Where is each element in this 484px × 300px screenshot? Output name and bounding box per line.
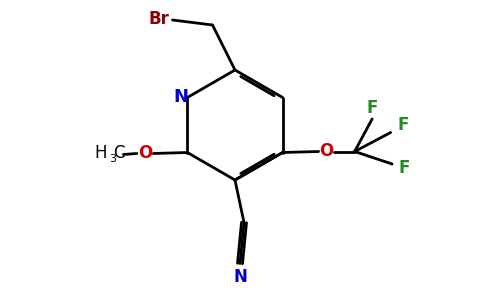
- Text: H: H: [94, 145, 107, 163]
- Text: Br: Br: [148, 10, 169, 28]
- Text: N: N: [174, 88, 189, 106]
- Text: N: N: [233, 268, 247, 286]
- Text: C: C: [114, 145, 125, 163]
- Text: O: O: [319, 142, 333, 160]
- Text: F: F: [399, 159, 410, 177]
- Text: F: F: [397, 116, 409, 134]
- Text: 3: 3: [109, 154, 116, 164]
- Text: F: F: [366, 99, 378, 117]
- Text: O: O: [138, 143, 152, 161]
